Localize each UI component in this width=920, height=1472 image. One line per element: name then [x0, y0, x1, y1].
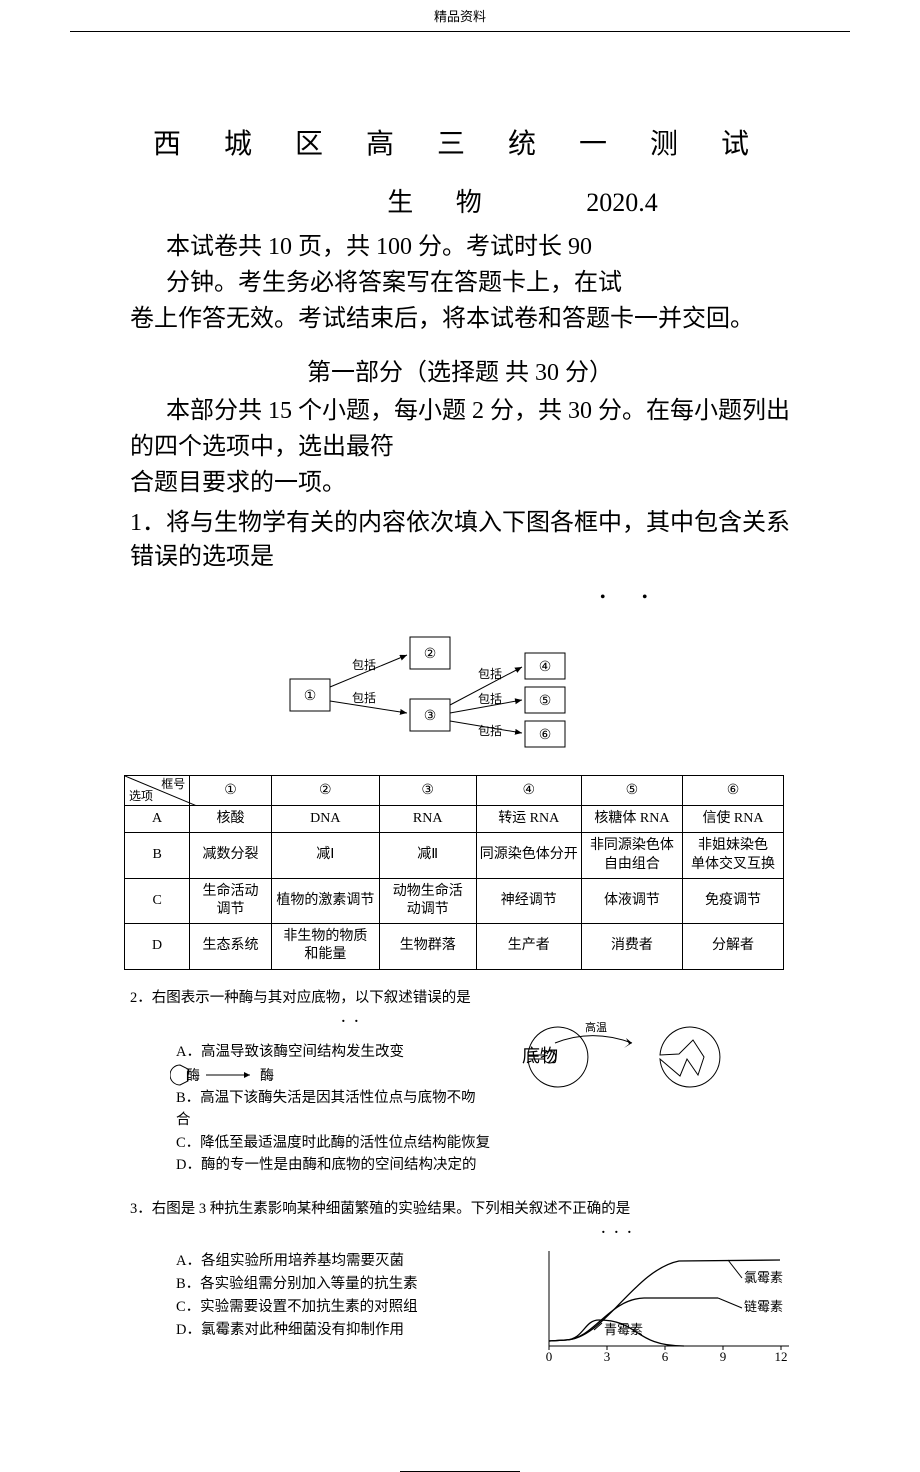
diagram-node-5: ⑤ [539, 694, 552, 709]
q2-opt-b: B．高温下该酶失活是因其活性位点与底物不吻合 [176, 1087, 790, 1132]
intro-line-2: 分钟。考生务必将答案写在答题卡上，在试 [130, 265, 790, 301]
emphasis-dots-q1: ．． [500, 570, 790, 605]
q2-enzyme-label-left: 酶 [186, 1068, 200, 1084]
subject-label: 生 物 [387, 182, 500, 219]
section-intro-2: 合题目要求的一项。 [130, 465, 790, 501]
page-header: 精品资料 [70, 0, 850, 32]
table-diagonal-header: 框号 选项 [125, 776, 190, 806]
section-title: 第一部分（选择题 共 30 分） [130, 352, 790, 387]
diagram-edge-label-4: 包括 [478, 691, 502, 706]
table-cell: 生物群落 [379, 924, 476, 969]
table-col-1: ① [190, 776, 272, 806]
exam-subtitle: 生 物 2020.4 [130, 182, 790, 219]
svg-text:3: 3 [604, 1349, 611, 1364]
diagram-node-1: ① [304, 689, 317, 704]
table-cell: 核糖体 RNA [581, 806, 682, 833]
table-row-opt: C [125, 878, 190, 923]
table-row-opt: D [125, 924, 190, 969]
question-3: 3．右图是 3 种抗生素影响某种细菌繁殖的实验结果。下列相关叙述不正确的是 [130, 1197, 790, 1218]
diagram-node-6: ⑥ [539, 728, 552, 743]
table-cell: 同源染色体分开 [476, 833, 581, 878]
table-row: A核酸DNARNA转运 RNA核糖体 RNA信使 RNA [125, 806, 784, 833]
q3-series-label-0: 氯霉素 [744, 1270, 783, 1285]
table-header-top: 框号 [161, 777, 185, 793]
table-cell: 核酸 [190, 806, 272, 833]
diagram-node-4: ④ [539, 660, 552, 675]
diagram-node-2: ② [424, 647, 437, 662]
table-cell: 非姐妹染色单体交叉互换 [682, 833, 783, 878]
q2-opt-d: D．酶的专一性是由酶和底物的空间结构决定的 [176, 1154, 790, 1176]
q2-opt-c: C．降低至最适温度时此酶的活性位点结构能恢复 [176, 1132, 790, 1154]
q2-options: A．高温导致该酶空间结构发生改变 酶 酶 B．高温下该酶失活是因其活性位点与底物… [176, 1041, 790, 1177]
table-cell: 生态系统 [190, 924, 272, 969]
table-row: C生命活动调节植物的激素调节动物生命活动调节神经调节体液调节免疫调节 [125, 878, 784, 923]
table-cell: DNA [271, 806, 379, 833]
table-cell: 转运 RNA [476, 806, 581, 833]
table-col-6: ⑥ [682, 776, 783, 806]
q2-enzyme-label-right: 酶 [260, 1068, 274, 1084]
table-cell: 非同源染色体自由组合 [581, 833, 682, 878]
intro-line-1: 本试卷共 10 页，共 100 分。考试时长 90 [130, 229, 790, 265]
table-cell: 分解者 [682, 924, 783, 969]
table-cell: 生产者 [476, 924, 581, 969]
question-1: 1．将与生物学有关的内容依次填入下图各框中，其中包含关系错误的选项是 [130, 507, 790, 574]
table-cell: 减Ⅱ [379, 833, 476, 878]
table-cell: 免疫调节 [682, 878, 783, 923]
table-col-3: ③ [379, 776, 476, 806]
q2-heat-label: 高温 [585, 1020, 607, 1034]
table-cell: 信使 RNA [682, 806, 783, 833]
table-cell: 减Ⅰ [271, 833, 379, 878]
diagram-edge-label-1: 包括 [352, 657, 376, 672]
table-cell: 神经调节 [476, 878, 581, 923]
exam-date: 2020.4 [586, 188, 658, 218]
table-cell: RNA [379, 806, 476, 833]
table-header-bot: 选项 [129, 789, 153, 805]
diagram-edge-label-2: 包括 [352, 690, 376, 705]
table-cell: 消费者 [581, 924, 682, 969]
table-cell: 非生物的物质和能量 [271, 924, 379, 969]
svg-text:0: 0 [546, 1349, 553, 1364]
q3-chart: 0 3 6 9 12 链霉素 氯霉素 青霉素 [544, 1246, 804, 1371]
table-cell: 体液调节 [581, 878, 682, 923]
svg-text:9: 9 [720, 1349, 727, 1364]
table-cell: 动物生命活动调节 [379, 878, 476, 923]
intro-line-3: 卷上作答无效。考试结束后，将本试卷和答题卡一并交回。 [130, 306, 754, 332]
table-header-row: 框号 选项 ① ② ③ ④ ⑤ ⑥ [125, 776, 784, 806]
diagram-node-3: ③ [424, 709, 437, 724]
section-intro: 本部分共 15 个小题，每小题 2 分，共 30 分。在每小题列出的四个选项中，… [130, 393, 790, 465]
emphasis-dots-q3: ．．． [600, 1218, 790, 1238]
svg-text:6: 6 [662, 1349, 669, 1364]
table-cell: 植物的激素调节 [271, 878, 379, 923]
diagram-edge-label-3: 包括 [478, 666, 502, 681]
question-2: 2．右图表示一种酶与其对应底物，以下叙述错误的是 [130, 986, 790, 1007]
table-row-opt: A [125, 806, 190, 833]
q1-diagram: ① ② ③ ④ ⑤ ⑥ 包括 包括 包括 包括 包括 [130, 625, 790, 760]
table-cell: 减数分裂 [190, 833, 272, 878]
exam-intro: 本试卷共 10 页，共 100 分。考试时长 90 分钟。考生务必将答案写在答题… [130, 229, 790, 337]
diagram-edge-label-5: 包括 [478, 723, 502, 738]
svg-text:12: 12 [775, 1349, 788, 1364]
table-col-4: ④ [476, 776, 581, 806]
q1-options-table: 框号 选项 ① ② ③ ④ ⑤ ⑥ A核酸DNARNA转运 RNA核糖体 RNA… [124, 775, 784, 969]
q3-xticks: 0 3 6 9 12 [546, 1346, 788, 1364]
exam-title: 西 城 区 高 三 统 一 测 试 [130, 122, 790, 162]
table-col-2: ② [271, 776, 379, 806]
table-row: D生态系统非生物的物质和能量生物群落生产者消费者分解者 [125, 924, 784, 969]
table-cell: 生命活动调节 [190, 878, 272, 923]
q2-opt-a: A．高温导致该酶空间结构发生改变 酶 酶 [176, 1041, 790, 1087]
table-row: B减数分裂减Ⅰ减Ⅱ同源染色体分开非同源染色体自由组合非姐妹染色单体交叉互换 [125, 833, 784, 878]
q3-series-label-2: 青霉素 [604, 1322, 643, 1337]
table-col-5: ⑤ [581, 776, 682, 806]
q3-series-label-1: 链霉素 [744, 1299, 783, 1314]
table-row-opt: B [125, 833, 190, 878]
